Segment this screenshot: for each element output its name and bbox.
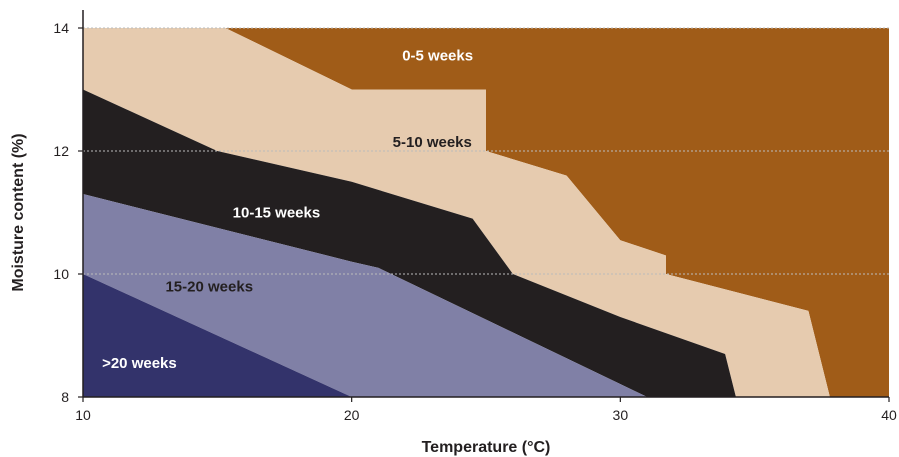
y-tick-label-14: 14 [53,20,69,36]
x-tick-label-10: 10 [75,407,91,423]
x-axis-title: Temperature (°C) [422,439,551,456]
region-label-10-15-weeks: 10-15 weeks [233,205,321,222]
y-tick-label-8: 8 [61,389,69,405]
region-gt20-weeks [83,274,352,397]
x-tick-label-20: 20 [344,407,360,423]
region-0-5-weeks [225,28,889,397]
y-axis-title: Moisture content (%) [10,133,27,291]
x-tick-label-40: 40 [881,407,897,423]
region-label-0-5-weeks: 0-5 weeks [402,48,473,65]
region-label-gt20-weeks: >20 weeks [102,355,177,372]
region-label-15-20-weeks: 15-20 weeks [165,278,253,295]
x-tick-label-30: 30 [613,407,629,423]
region-10-15-weeks [83,28,736,397]
region-label-layer: 0-5 weeks 5-10 weeks 10-15 weeks 15-20 week… [102,48,473,372]
region-15-20-weeks [83,89,648,397]
region-5-10-weeks [83,28,830,397]
y-tick-label-10: 10 [53,266,69,282]
tick-layer: 8 10 12 14 10 20 30 40 [53,20,897,423]
region-layer [83,28,889,397]
y-tick-label-12: 12 [53,143,69,159]
region-label-5-10-weeks: 5-10 weeks [393,134,472,151]
axes-layer [82,10,889,398]
